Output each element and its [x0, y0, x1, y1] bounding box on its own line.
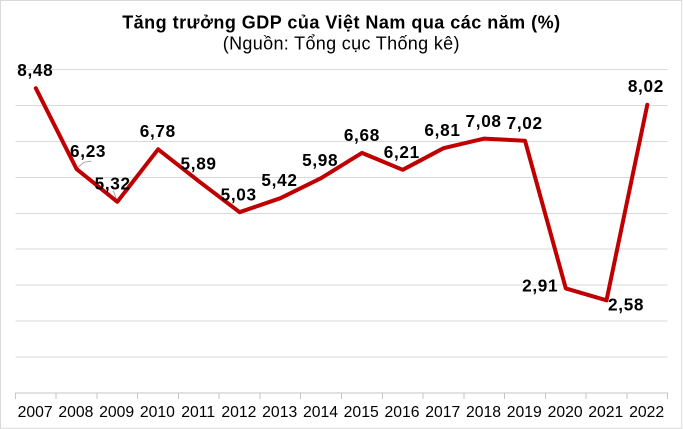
svg-text:Tăng trưởng GDP của Việt Nam q: Tăng trưởng GDP của Việt Nam qua các năm…	[122, 12, 560, 32]
svg-text:8,48: 8,48	[17, 60, 53, 80]
svg-text:2013: 2013	[262, 404, 297, 421]
svg-text:2,58: 2,58	[608, 294, 644, 314]
svg-text:2020: 2020	[548, 404, 583, 421]
svg-text:2014: 2014	[303, 404, 338, 421]
svg-text:5,03: 5,03	[221, 185, 257, 205]
svg-text:2019: 2019	[507, 404, 542, 421]
svg-text:6,81: 6,81	[424, 120, 460, 140]
svg-text:7,02: 7,02	[507, 113, 543, 133]
svg-text:2015: 2015	[344, 404, 379, 421]
svg-text:5,42: 5,42	[261, 170, 297, 190]
svg-text:5,89: 5,89	[181, 154, 217, 174]
svg-text:2009: 2009	[99, 404, 134, 421]
svg-text:2017: 2017	[425, 404, 460, 421]
svg-text:5,32: 5,32	[95, 174, 131, 194]
svg-text:6,68: 6,68	[344, 125, 380, 145]
svg-text:5,98: 5,98	[302, 150, 338, 170]
svg-text:2007: 2007	[18, 404, 53, 421]
svg-text:2,91: 2,91	[522, 275, 558, 295]
svg-text:2010: 2010	[140, 404, 175, 421]
svg-text:6,21: 6,21	[384, 142, 420, 162]
svg-text:2012: 2012	[221, 404, 256, 421]
svg-text:2011: 2011	[181, 404, 215, 421]
svg-text:2008: 2008	[58, 404, 93, 421]
svg-text:(Nguồn: Tổng cục Thống kê): (Nguồn: Tổng cục Thống kê)	[223, 33, 460, 53]
svg-text:6,78: 6,78	[140, 121, 176, 141]
svg-text:7,08: 7,08	[466, 111, 502, 131]
svg-text:2016: 2016	[384, 404, 419, 421]
svg-text:2022: 2022	[629, 404, 664, 421]
svg-text:2018: 2018	[466, 404, 501, 421]
svg-text:6,23: 6,23	[70, 141, 106, 161]
svg-text:8,02: 8,02	[628, 76, 664, 96]
svg-text:2021: 2021	[588, 404, 623, 421]
